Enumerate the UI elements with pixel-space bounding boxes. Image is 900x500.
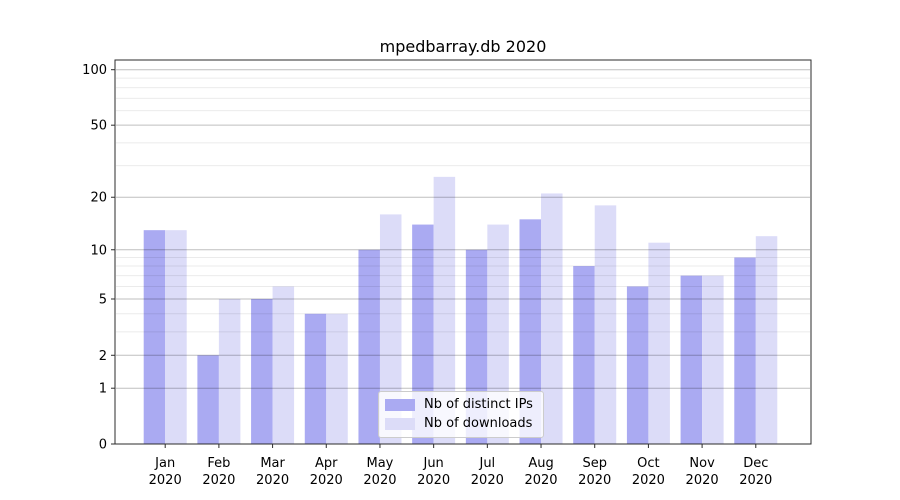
x-tick-label-month: Oct [637,456,659,471]
bar-nov-downloads [702,275,724,444]
x-tick-label-year: 2020 [149,473,182,488]
y-tick-label: 10 [90,243,107,258]
bar-dec-downloads [755,236,778,444]
legend-swatch-ips [385,399,415,411]
bar-oct-ips [626,286,649,444]
plot-spines [114,59,812,445]
x-tick-label-month: Feb [207,456,230,471]
legend-label-downloads: Nb of downloads [424,416,533,431]
x-tick-label-year: 2020 [202,473,235,488]
bar-aug-ips [519,219,542,444]
y-tick-label: 2 [99,349,107,364]
chart-title: mpedbarray.db 2020 [379,37,547,56]
bar-apr-ips [304,313,327,444]
y-tick-label: 20 [90,191,107,206]
x-tick-label-month: May [367,456,394,471]
x-tick-label-year: 2020 [578,473,611,488]
bar-sep-ips [573,266,595,444]
bar-feb-ips [197,355,219,444]
bar-jul-downloads [487,224,509,444]
x-tick-label-month: Aug [528,456,553,471]
x-tick-label-month: Apr [315,456,338,471]
x-tick-label-month: Jun [422,456,443,471]
bar-nov-ips [680,275,703,444]
bar-jan-ips [143,230,166,444]
bar-may-ips [358,249,380,444]
y-tick-label: 0 [99,438,107,453]
bar-may-downloads [379,214,402,444]
x-tick-label-year: 2020 [524,473,557,488]
bar-jan-downloads [165,230,187,444]
x-tick-label-month: Jul [478,456,495,471]
x-tick-label-month: Dec [743,456,768,471]
x-tick-label-year: 2020 [632,473,665,488]
x-tick-label-year: 2020 [417,473,450,488]
y-tick-label: 5 [99,292,107,307]
x-tick-label-year: 2020 [471,473,504,488]
bar-apr-downloads [326,313,348,444]
bar-feb-downloads [218,298,241,444]
bar-jun-downloads [433,176,456,445]
y-tick-label: 50 [90,119,107,134]
y-tick-label: 1 [99,382,107,397]
bar-oct-downloads [648,242,670,444]
legend-swatch-downloads [385,418,415,430]
bar-aug-downloads [541,193,563,444]
bar-dec-ips [734,257,756,444]
legend-row-ips: Nb of distinct IPs [385,397,535,413]
bar-jun-ips [412,224,434,444]
x-tick-label-month: Sep [582,456,607,471]
legend-row-downloads: Nb of downloads [385,416,535,432]
x-tick-label-year: 2020 [256,473,289,488]
bar-sep-downloads [594,205,617,444]
y-tick-label: 100 [82,63,107,78]
x-tick-label-year: 2020 [310,473,343,488]
x-tick-label-year: 2020 [363,473,396,488]
x-tick-label-month: Jan [154,456,175,471]
bar-mar-ips [251,298,273,444]
x-tick-label-month: Nov [689,456,715,471]
x-tick-label-year: 2020 [739,473,772,488]
bar-mar-downloads [272,286,295,444]
x-tick-label-year: 2020 [686,473,719,488]
legend-label-ips: Nb of distinct IPs [424,397,533,412]
legend: Nb of distinct IPs Nb of downloads [378,391,544,438]
x-tick-label-month: Mar [260,456,285,471]
